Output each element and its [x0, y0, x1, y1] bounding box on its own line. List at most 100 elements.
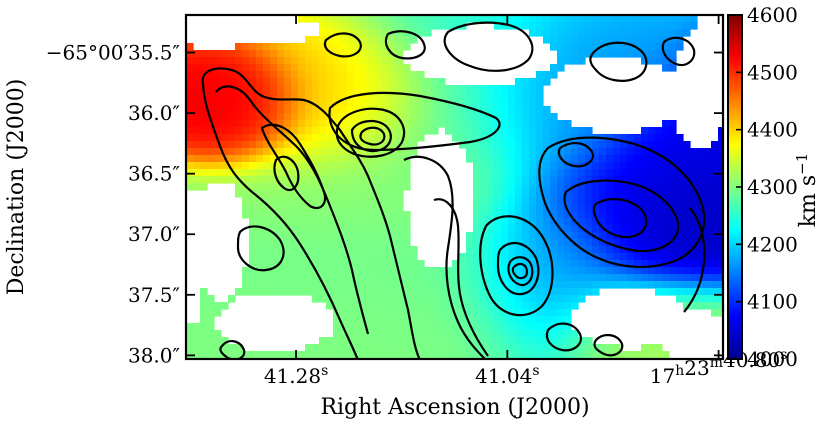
velocity-cell: [207, 337, 215, 345]
velocity-cell: [417, 22, 425, 30]
velocity-cell: [389, 162, 397, 170]
velocity-cell: [459, 288, 467, 296]
velocity-cell: [235, 50, 243, 58]
velocity-cell: [410, 148, 418, 156]
velocity-cell: [263, 141, 271, 149]
velocity-cell: [305, 190, 313, 198]
velocity-cell: [620, 239, 628, 247]
velocity-cell: [361, 15, 369, 23]
velocity-cell: [431, 92, 439, 100]
velocity-cell: [200, 183, 208, 191]
velocity-cell: [606, 169, 614, 177]
velocity-cell: [515, 22, 523, 30]
velocity-cell: [452, 323, 460, 331]
velocity-cell: [375, 176, 383, 184]
velocity-cell: [312, 106, 320, 114]
velocity-cell: [641, 246, 649, 254]
velocity-cell: [193, 169, 201, 177]
velocity-cell: [627, 351, 635, 359]
velocity-cell: [389, 15, 397, 23]
velocity-cell: [613, 197, 621, 205]
velocity-cell: [340, 127, 348, 135]
velocity-cell: [648, 57, 656, 65]
velocity-cell: [494, 99, 502, 107]
velocity-cell: [263, 190, 271, 198]
velocity-cell: [403, 134, 411, 142]
velocity-cell: [536, 218, 544, 226]
velocity-cell: [417, 330, 425, 338]
velocity-cell: [606, 36, 614, 44]
velocity-cell: [375, 246, 383, 254]
velocity-cell: [522, 134, 530, 142]
velocity-cell: [522, 302, 530, 310]
velocity-cell: [319, 162, 327, 170]
velocity-cell: [648, 253, 656, 261]
velocity-cell: [550, 127, 558, 135]
velocity-cell: [382, 92, 390, 100]
velocity-cell: [718, 155, 723, 163]
velocity-cell: [284, 218, 292, 226]
velocity-cell: [340, 71, 348, 79]
velocity-cell: [361, 169, 369, 177]
velocity-cell: [347, 344, 355, 352]
velocity-cell: [347, 302, 355, 310]
velocity-cell: [634, 267, 642, 275]
velocity-cell: [340, 337, 348, 345]
velocity-cell: [669, 36, 677, 44]
velocity-cell: [501, 267, 509, 275]
velocity-cell: [284, 197, 292, 205]
velocity-cell: [648, 281, 656, 289]
velocity-cell: [347, 36, 355, 44]
velocity-cell: [669, 29, 677, 37]
velocity-cell: [354, 330, 362, 338]
velocity-cell: [249, 183, 257, 191]
velocity-cell: [193, 64, 201, 72]
velocity-cell: [655, 239, 663, 247]
contour-lower-peak-ring-1: [479, 215, 554, 317]
velocity-cell: [494, 22, 502, 30]
velocity-cell: [389, 99, 397, 107]
velocity-cell: [571, 337, 579, 345]
velocity-cell: [410, 113, 418, 121]
velocity-cell: [480, 120, 488, 128]
velocity-cell: [193, 127, 201, 135]
velocity-cell: [571, 29, 579, 37]
velocity-cell: [221, 134, 229, 142]
velocity-cell: [417, 337, 425, 345]
velocity-cell: [501, 85, 509, 93]
velocity-cell: [445, 323, 453, 331]
velocity-cell: [585, 36, 593, 44]
velocity-cell: [501, 141, 509, 149]
velocity-cell: [550, 239, 558, 247]
velocity-cell: [375, 351, 383, 359]
velocity-cell: [291, 260, 299, 268]
velocity-cell: [207, 155, 215, 163]
velocity-cell: [599, 267, 607, 275]
velocity-cell: [382, 50, 390, 58]
velocity-cell: [284, 141, 292, 149]
velocity-cell: [361, 99, 369, 107]
velocity-cell: [235, 155, 243, 163]
velocity-cell: [410, 246, 418, 254]
velocity-cell: [473, 120, 481, 128]
velocity-cell: [711, 225, 719, 233]
velocity-cell: [207, 169, 215, 177]
velocity-cell: [564, 337, 572, 345]
velocity-cell: [662, 281, 670, 289]
velocity-cell: [543, 309, 551, 317]
velocity-cell: [186, 330, 194, 338]
velocity-cell: [480, 260, 488, 268]
velocity-cell: [235, 43, 243, 51]
velocity-cell: [382, 71, 390, 79]
velocity-cell: [704, 232, 712, 240]
velocity-cell: [676, 295, 684, 303]
velocity-cell: [207, 351, 215, 359]
velocity-cell: [669, 281, 677, 289]
velocity-cell: [669, 239, 677, 247]
velocity-cell: [186, 113, 194, 121]
velocity-cell: [410, 36, 418, 44]
velocity-cell: [319, 344, 327, 352]
velocity-cell: [382, 176, 390, 184]
velocity-cell: [347, 169, 355, 177]
velocity-cell: [256, 127, 264, 135]
